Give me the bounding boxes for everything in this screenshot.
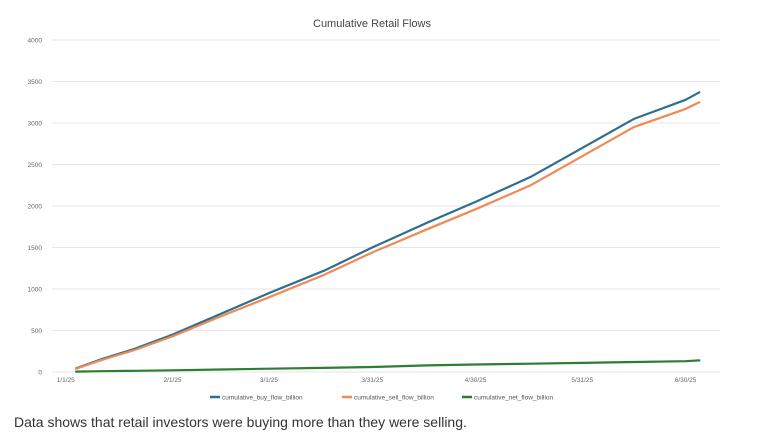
y-tick-label: 1500 xyxy=(28,245,43,252)
x-tick-label: 6/30/25 xyxy=(675,377,697,384)
series-line-3 xyxy=(74,359,701,373)
y-tick-label: 3000 xyxy=(28,121,43,128)
x-axis-ticks: 1/1/25 2/1/25 3/1/25 3/31/25 4/30/25 5/31/25 6… xyxy=(57,377,697,384)
y-tick-label: 2000 xyxy=(28,204,43,211)
y-tick-label: 500 xyxy=(31,328,42,335)
x-tick-label: 3/1/25 xyxy=(260,377,278,384)
y-tick-label: 4000 xyxy=(28,38,43,45)
caption-text: Data shows that retail investors were bu… xyxy=(14,414,467,430)
y-axis-ticks: 0 500 1000 1500 2000 2500 3000 3500 4000 xyxy=(28,38,43,377)
series-line-1 xyxy=(74,91,701,370)
x-tick-label: 5/31/25 xyxy=(571,377,593,384)
chart-container: Cumulative Retail Flows 0 500 1000 1500 2000… xyxy=(28,18,720,401)
x-tick-label: 2/1/25 xyxy=(163,377,181,384)
y-tick-label: 0 xyxy=(38,370,42,377)
chart-title: Cumulative Retail Flows xyxy=(313,18,431,30)
x-tick-label: 1/1/25 xyxy=(57,377,75,384)
legend-label: cumulative_buy_flow_billion xyxy=(222,394,303,401)
y-tick-label: 1000 xyxy=(28,287,43,294)
grid-layer xyxy=(52,39,720,373)
y-tick-label: 2500 xyxy=(28,162,43,169)
x-tick-label: 4/30/25 xyxy=(465,377,487,384)
series-layer xyxy=(74,91,701,373)
legend-label: cumulative_net_flow_billion xyxy=(474,394,554,401)
line-chart: Cumulative Retail Flows 0 500 1000 1500 2000… xyxy=(28,18,720,401)
x-tick-label: 3/31/25 xyxy=(361,377,383,384)
y-tick-label: 3500 xyxy=(28,79,43,86)
series-line-2 xyxy=(74,101,701,370)
legend-label: cumulative_sell_flow_billion xyxy=(354,394,434,401)
legend: cumulative_buy_flow_billion cumulative_se… xyxy=(210,394,554,401)
